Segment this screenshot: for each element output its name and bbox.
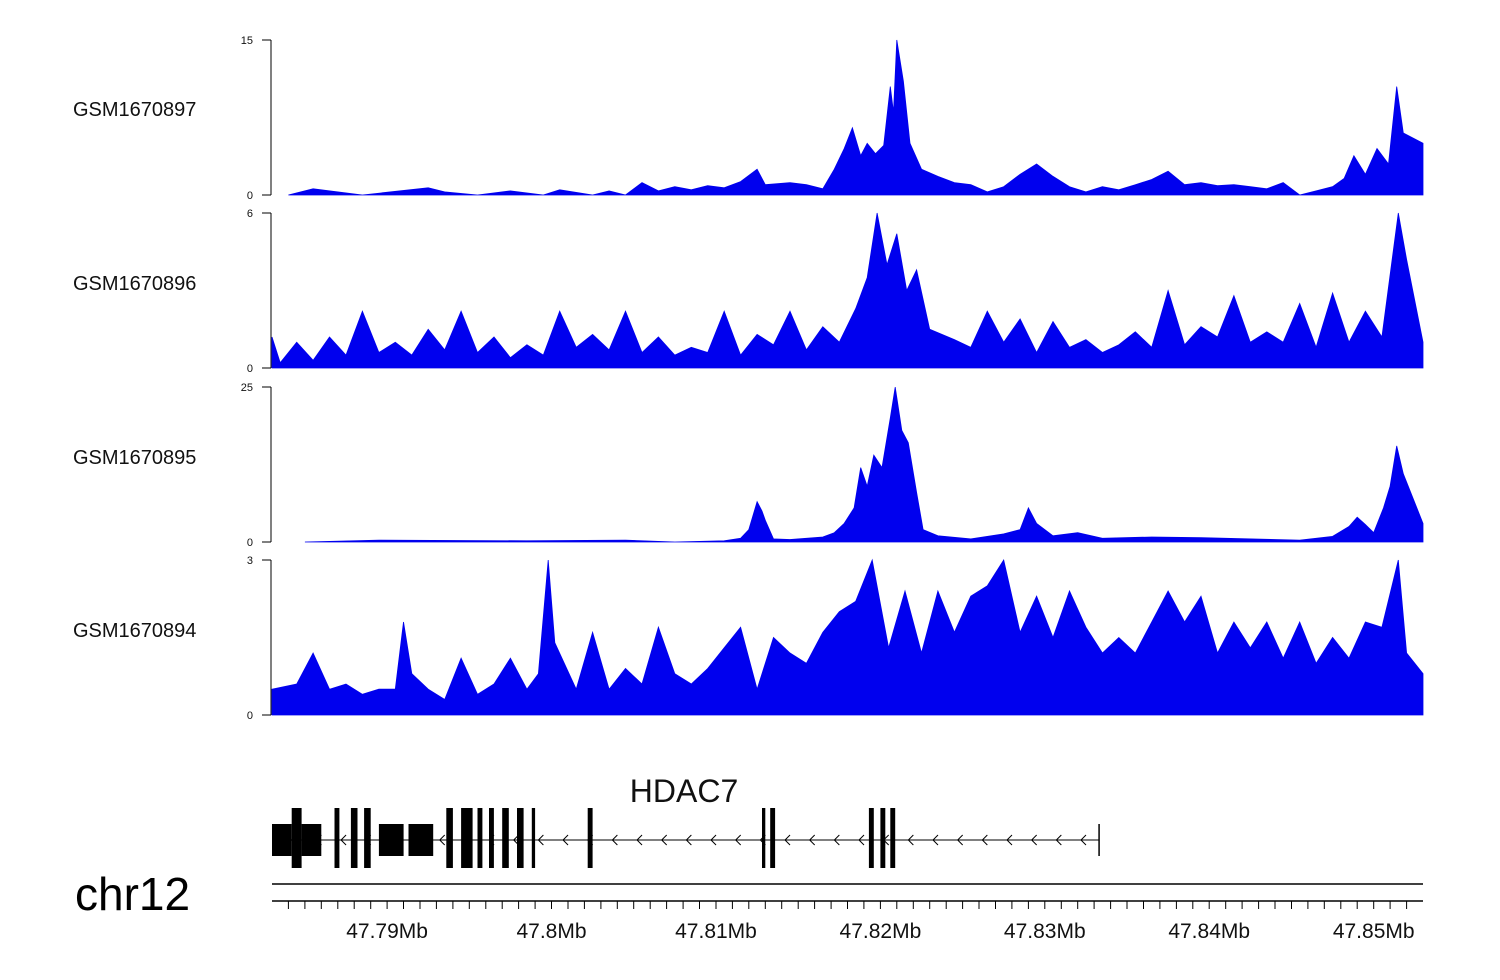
strand-chevron	[858, 834, 865, 846]
axis-tick-label: 47.8Mb	[516, 920, 586, 943]
strand-chevron	[734, 834, 742, 846]
strand-chevron	[636, 834, 643, 846]
strand-chevron	[956, 834, 964, 846]
strand-chevron	[611, 834, 618, 846]
track-y-max-label: 25	[241, 382, 253, 394]
strand-chevron	[1055, 834, 1062, 846]
chromosome-label: chr12	[75, 868, 190, 920]
exon	[502, 808, 509, 868]
strand-chevron	[784, 834, 791, 846]
exon	[587, 808, 593, 868]
exon	[762, 808, 766, 868]
exon	[477, 808, 483, 868]
track-GSM1670895: 25 0 GSM1670895	[73, 382, 1424, 549]
strand-chevron	[685, 834, 692, 846]
strand-chevron	[1030, 834, 1038, 846]
exon	[350, 808, 358, 868]
axis-tick-label: 47.82Mb	[840, 920, 922, 943]
strand-chevron	[1006, 834, 1013, 846]
track-label: GSM1670894	[73, 620, 196, 642]
track-y-max-label: 6	[247, 208, 253, 220]
exon	[890, 808, 896, 868]
coverage-area	[271, 558, 1424, 716]
exon	[770, 808, 776, 868]
track-label: GSM1670896	[73, 273, 196, 295]
exon	[364, 808, 371, 868]
exon	[291, 808, 302, 868]
strand-chevron	[710, 834, 717, 846]
track-y-min-label: 0	[247, 710, 253, 722]
strand-chevron	[932, 834, 939, 846]
gene-label: HDAC7	[630, 773, 738, 809]
gene-track: HDAC7	[272, 773, 1100, 868]
strand-chevron	[981, 834, 988, 846]
exon	[531, 808, 536, 868]
exon	[461, 808, 473, 868]
strand-chevron	[439, 834, 446, 846]
track-y-min-label: 0	[247, 363, 253, 375]
axis-tick-label: 47.85Mb	[1333, 920, 1415, 943]
axis-tick-label: 47.81Mb	[675, 920, 757, 943]
track-y-min-label: 0	[247, 190, 253, 202]
track-y-max-label: 3	[247, 555, 253, 567]
coverage-area	[271, 212, 1424, 369]
exon	[378, 824, 404, 856]
track-y-min-label: 0	[247, 537, 253, 549]
data-tracks: 15 0 GSM1670897 6 0 GSM1670896 25 0 GSM1670895 3 0…	[73, 35, 1424, 722]
track-label: GSM1670897	[73, 99, 196, 121]
genome-axis: chr12 47.79Mb 47.8Mb 47.81Mb 47.82Mb 47.83Mb…	[75, 868, 1423, 943]
axis-tick-label: 47.84Mb	[1168, 920, 1250, 943]
strand-chevron	[340, 834, 347, 846]
axis-tick-label: 47.83Mb	[1004, 920, 1086, 943]
strand-chevron	[1080, 834, 1087, 846]
exon	[272, 824, 292, 856]
strand-chevron	[660, 834, 668, 846]
exon	[334, 808, 340, 868]
strand-chevron	[907, 834, 914, 846]
strand-chevron	[833, 834, 840, 846]
coverage-area	[304, 386, 1424, 543]
strand-chevron	[562, 834, 569, 846]
gene-body	[272, 808, 1100, 868]
track-GSM1670896: 6 0 GSM1670896	[73, 208, 1424, 375]
exon	[880, 808, 886, 868]
axis-ticks: 47.79Mb 47.8Mb 47.81Mb 47.82Mb 47.83Mb 47.84M…	[287, 901, 1415, 943]
exon	[868, 808, 874, 868]
track-y-max-label: 15	[241, 35, 253, 47]
exon	[446, 808, 453, 868]
strand-chevron	[537, 834, 544, 846]
axis-tick-label: 47.79Mb	[346, 920, 428, 943]
coverage-area	[288, 39, 1424, 196]
exon	[489, 808, 494, 868]
track-GSM1670897: 15 0 GSM1670897	[73, 35, 1424, 202]
track-label: GSM1670895	[73, 447, 196, 469]
exon	[408, 824, 434, 856]
strand-chevron	[808, 834, 816, 846]
track-GSM1670894: 3 0 GSM1670894	[73, 555, 1424, 722]
exon	[517, 808, 524, 868]
exon	[301, 824, 322, 856]
